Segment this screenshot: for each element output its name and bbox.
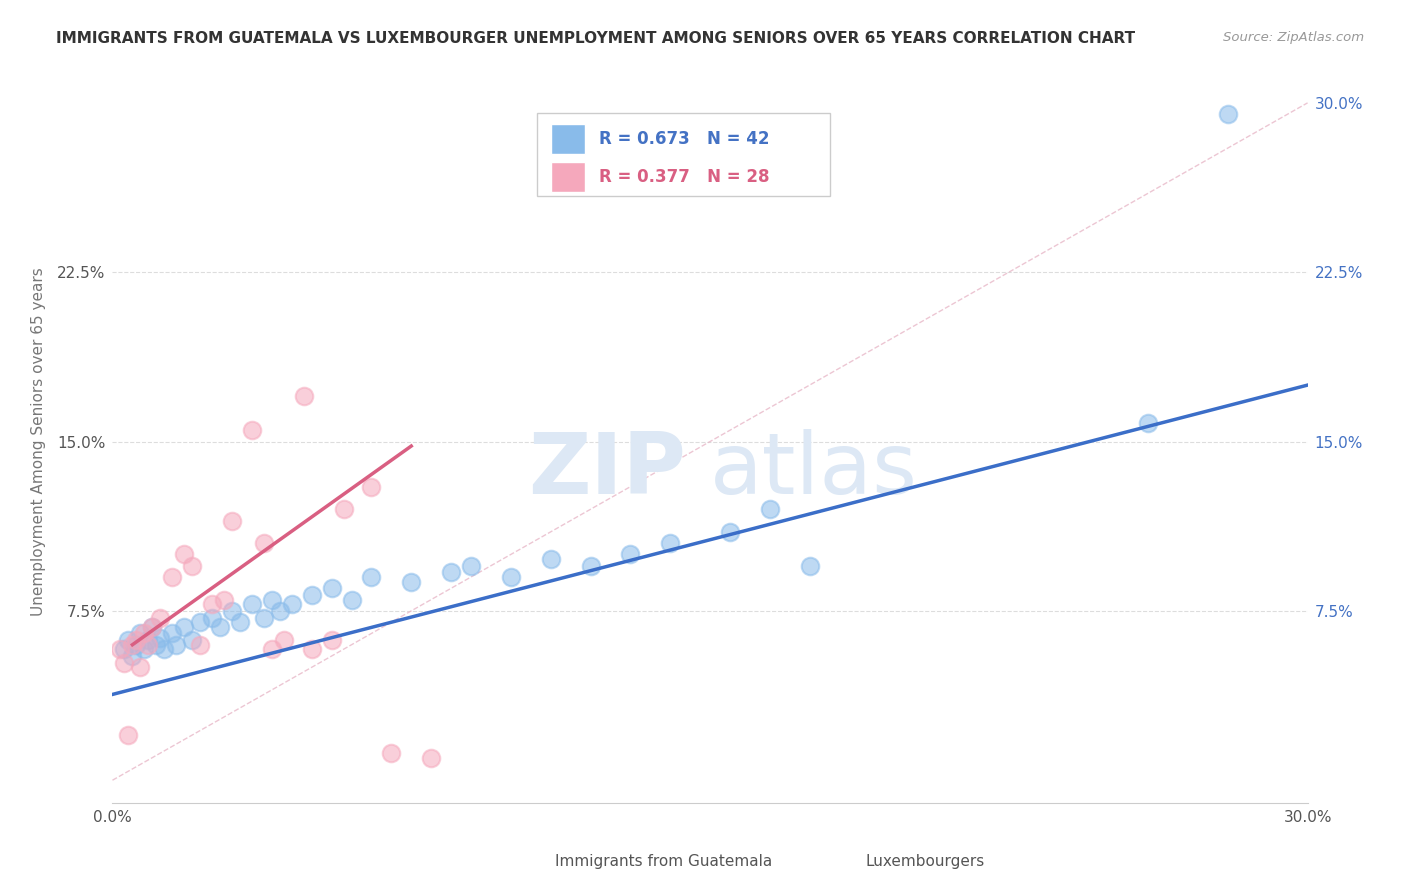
Point (165, 638, 187, 652)
Point (1216, 107, 1239, 121)
Text: R = 0.673   N = 42: R = 0.673 N = 42 (599, 130, 769, 148)
Point (292, 389, 315, 403)
Point (188, 615, 211, 630)
Point (201, 597, 224, 611)
Point (360, 480, 382, 494)
Text: Source: ZipAtlas.com: Source: ZipAtlas.com (1223, 31, 1364, 45)
Point (209, 620, 232, 634)
Point (221, 514, 243, 528)
Y-axis label: Unemployment Among Seniors over 65 years: Unemployment Among Seniors over 65 years (31, 268, 46, 615)
Text: atlas: atlas (710, 429, 918, 512)
Point (125, 638, 148, 652)
Point (759, 502, 782, 516)
Point (141, 620, 163, 634)
Point (134, 626, 156, 640)
Point (110, 642, 132, 657)
FancyBboxPatch shape (551, 124, 585, 154)
Point (340, 592, 363, 607)
Point (460, 558, 482, 573)
Point (129, 660, 152, 674)
Point (321, 582, 343, 596)
Point (149, 631, 172, 645)
FancyBboxPatch shape (537, 112, 830, 196)
Point (619, 548, 641, 562)
Point (301, 642, 323, 657)
Point (1137, 417, 1160, 431)
Text: Immigrants from Guatemala: Immigrants from Guatemala (554, 854, 772, 869)
Point (114, 642, 135, 657)
Point (540, 552, 562, 566)
Point (145, 638, 167, 652)
Point (229, 615, 252, 630)
Point (240, 423, 263, 437)
Point (321, 633, 343, 648)
Text: IMMIGRANTS FROM GUATEMALA VS LUXEMBOURGER UNEMPLOYMENT AMONG SENIORS OVER 65 YEA: IMMIGRANTS FROM GUATEMALA VS LUXEMBOURGE… (56, 31, 1136, 46)
Point (117, 728, 139, 742)
Point (269, 604, 291, 618)
Point (332, 502, 354, 516)
Point (718, 524, 741, 539)
Point (380, 746, 402, 760)
Point (181, 558, 204, 573)
Point (240, 597, 263, 611)
Point (659, 536, 682, 550)
Point (253, 610, 276, 624)
Point (401, 574, 423, 589)
Point (149, 610, 172, 624)
Point (260, 592, 283, 607)
Point (221, 604, 243, 618)
Text: R = 0.377   N = 28: R = 0.377 N = 28 (599, 168, 769, 186)
Point (301, 588, 323, 602)
Point (162, 570, 183, 584)
Point (129, 626, 152, 640)
Point (579, 558, 602, 573)
Text: ZIP: ZIP (529, 429, 686, 512)
Point (499, 570, 522, 584)
FancyBboxPatch shape (508, 850, 546, 873)
Point (173, 620, 195, 634)
Point (188, 638, 211, 652)
Point (201, 610, 224, 624)
Point (138, 633, 160, 648)
Point (440, 566, 463, 580)
Text: Luxembourgers: Luxembourgers (866, 854, 984, 869)
Point (360, 570, 382, 584)
Point (173, 548, 195, 562)
Point (138, 638, 160, 652)
Point (420, 750, 443, 764)
Point (253, 536, 276, 550)
Point (799, 558, 821, 573)
Point (153, 642, 176, 657)
Point (260, 642, 283, 657)
FancyBboxPatch shape (818, 850, 856, 873)
Point (281, 597, 304, 611)
FancyBboxPatch shape (551, 161, 585, 192)
Point (125, 633, 148, 648)
Point (162, 626, 183, 640)
Point (181, 633, 204, 648)
Point (121, 638, 143, 652)
Point (141, 620, 163, 634)
Point (121, 648, 143, 663)
Point (273, 633, 295, 648)
Point (212, 592, 235, 607)
Point (134, 642, 156, 657)
Point (117, 633, 139, 648)
Point (114, 656, 135, 670)
